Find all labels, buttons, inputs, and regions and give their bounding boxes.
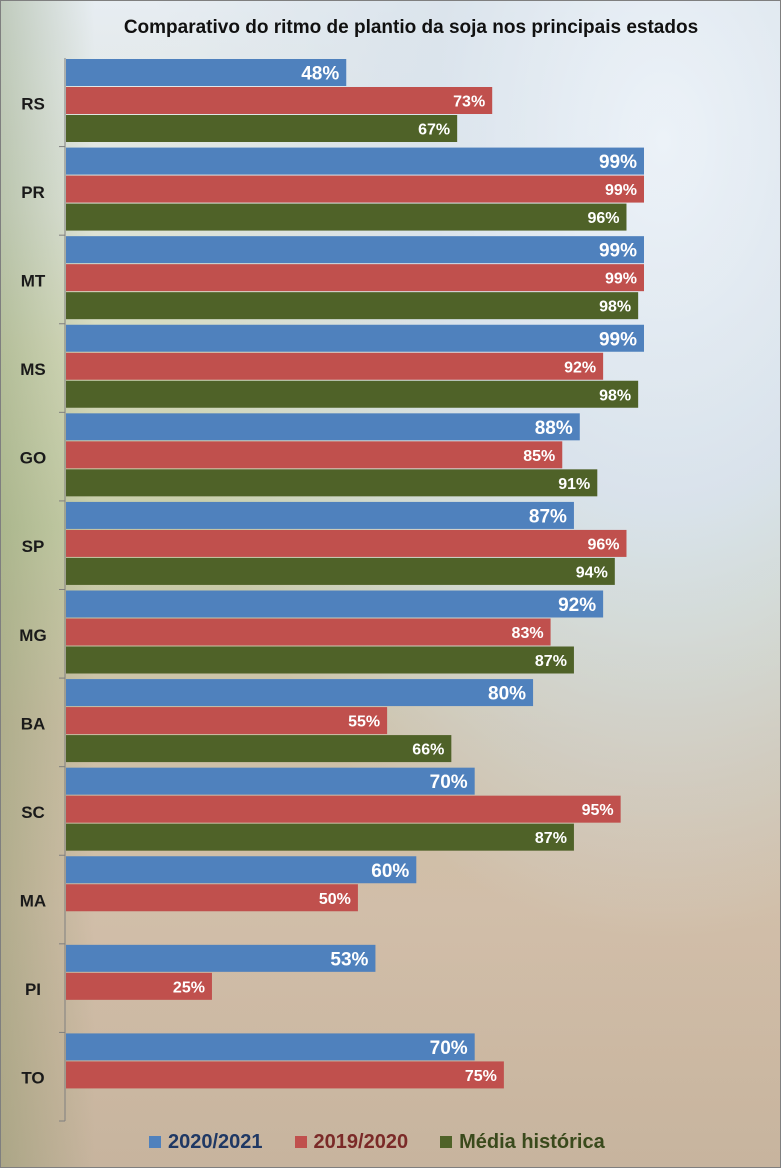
category-label: MT (21, 271, 46, 290)
data-label: 66% (412, 742, 444, 759)
legend-item-media-historica: Média histórica (440, 1131, 605, 1154)
bar (66, 618, 551, 646)
data-label: 70% (430, 772, 468, 793)
legend-label-2020-2021: 2020/2021 (168, 1130, 263, 1153)
data-label: 99% (605, 271, 637, 288)
data-label: 80% (488, 684, 526, 705)
legend-swatch-media-historica (440, 1136, 453, 1148)
legend-label-2019-2020: 2019/2020 (313, 1130, 409, 1153)
data-label: 96% (587, 536, 619, 553)
bar (66, 147, 644, 175)
chart-title: Comparativo do ritmo de plantio da soja … (123, 17, 699, 38)
bar (66, 646, 574, 674)
bar (66, 175, 644, 203)
bar (66, 324, 644, 352)
data-label: 87% (535, 653, 567, 670)
bar (66, 823, 574, 851)
category-label: MG (19, 626, 46, 645)
bar (66, 413, 580, 441)
category-label: TO (21, 1069, 44, 1088)
bar (66, 972, 212, 1000)
bar (66, 501, 574, 529)
bar (66, 1033, 475, 1061)
bar (66, 380, 639, 408)
data-label: 91% (558, 476, 590, 493)
bar (66, 856, 417, 884)
category-label: BA (21, 714, 46, 733)
bar (66, 1061, 504, 1089)
category-label: RS (21, 94, 45, 113)
bar (66, 292, 639, 320)
data-label: 48% (301, 64, 339, 85)
category-label: PR (21, 183, 45, 202)
bar (66, 767, 475, 795)
bar (66, 236, 644, 264)
data-label: 88% (535, 418, 573, 439)
bar (66, 590, 604, 618)
data-label: 92% (564, 359, 596, 376)
bar (66, 264, 644, 292)
data-label: 87% (529, 506, 567, 527)
data-label: 25% (173, 979, 205, 996)
category-label: MA (20, 892, 46, 911)
data-label: 87% (535, 830, 567, 847)
data-label: 83% (512, 625, 544, 642)
bar (66, 707, 388, 735)
bar (66, 944, 376, 972)
legend-item-2019-2020: 2019/2020 (294, 1130, 409, 1154)
bar (66, 441, 563, 469)
data-label: 94% (576, 564, 608, 581)
category-label: SC (21, 803, 45, 822)
data-label: 95% (582, 802, 614, 819)
data-label: 96% (587, 210, 619, 227)
category-label: MS (20, 360, 46, 379)
data-label: 53% (330, 949, 368, 970)
data-label: 98% (599, 387, 631, 404)
category-label: GO (20, 449, 46, 468)
data-label: 60% (371, 861, 409, 882)
data-label: 50% (319, 891, 351, 908)
legend-swatch-2019-2020 (294, 1136, 307, 1148)
bar (66, 557, 615, 585)
data-label: 73% (453, 94, 485, 111)
legend-label-media-historica: Média histórica (459, 1130, 605, 1153)
bar (66, 87, 493, 114)
data-label: 99% (599, 241, 637, 262)
bar (66, 469, 598, 497)
data-label: 99% (599, 152, 637, 173)
bar (66, 59, 347, 86)
bar (66, 352, 604, 380)
data-label: 99% (599, 329, 637, 350)
data-label: 75% (465, 1068, 497, 1085)
bar (66, 884, 358, 912)
chart-legend: 2020/2021 2019/2020 Média histórica (149, 1129, 605, 1155)
bar (66, 203, 627, 231)
data-label: 98% (599, 299, 631, 316)
bar (66, 735, 452, 763)
data-label: 70% (430, 1038, 468, 1059)
legend-item-2020-2021: 2020/2021 (149, 1131, 263, 1154)
category-label: PI (25, 980, 41, 999)
category-label: SP (22, 537, 45, 556)
bar (66, 529, 627, 557)
bar (66, 795, 621, 823)
data-label: 99% (605, 182, 637, 199)
bar (66, 115, 458, 142)
bar (66, 679, 534, 707)
data-label: 85% (523, 448, 555, 465)
data-label: 67% (418, 122, 450, 139)
data-label: 92% (558, 595, 596, 616)
data-label: 55% (348, 714, 380, 731)
legend-swatch-2020-2021 (149, 1136, 161, 1148)
